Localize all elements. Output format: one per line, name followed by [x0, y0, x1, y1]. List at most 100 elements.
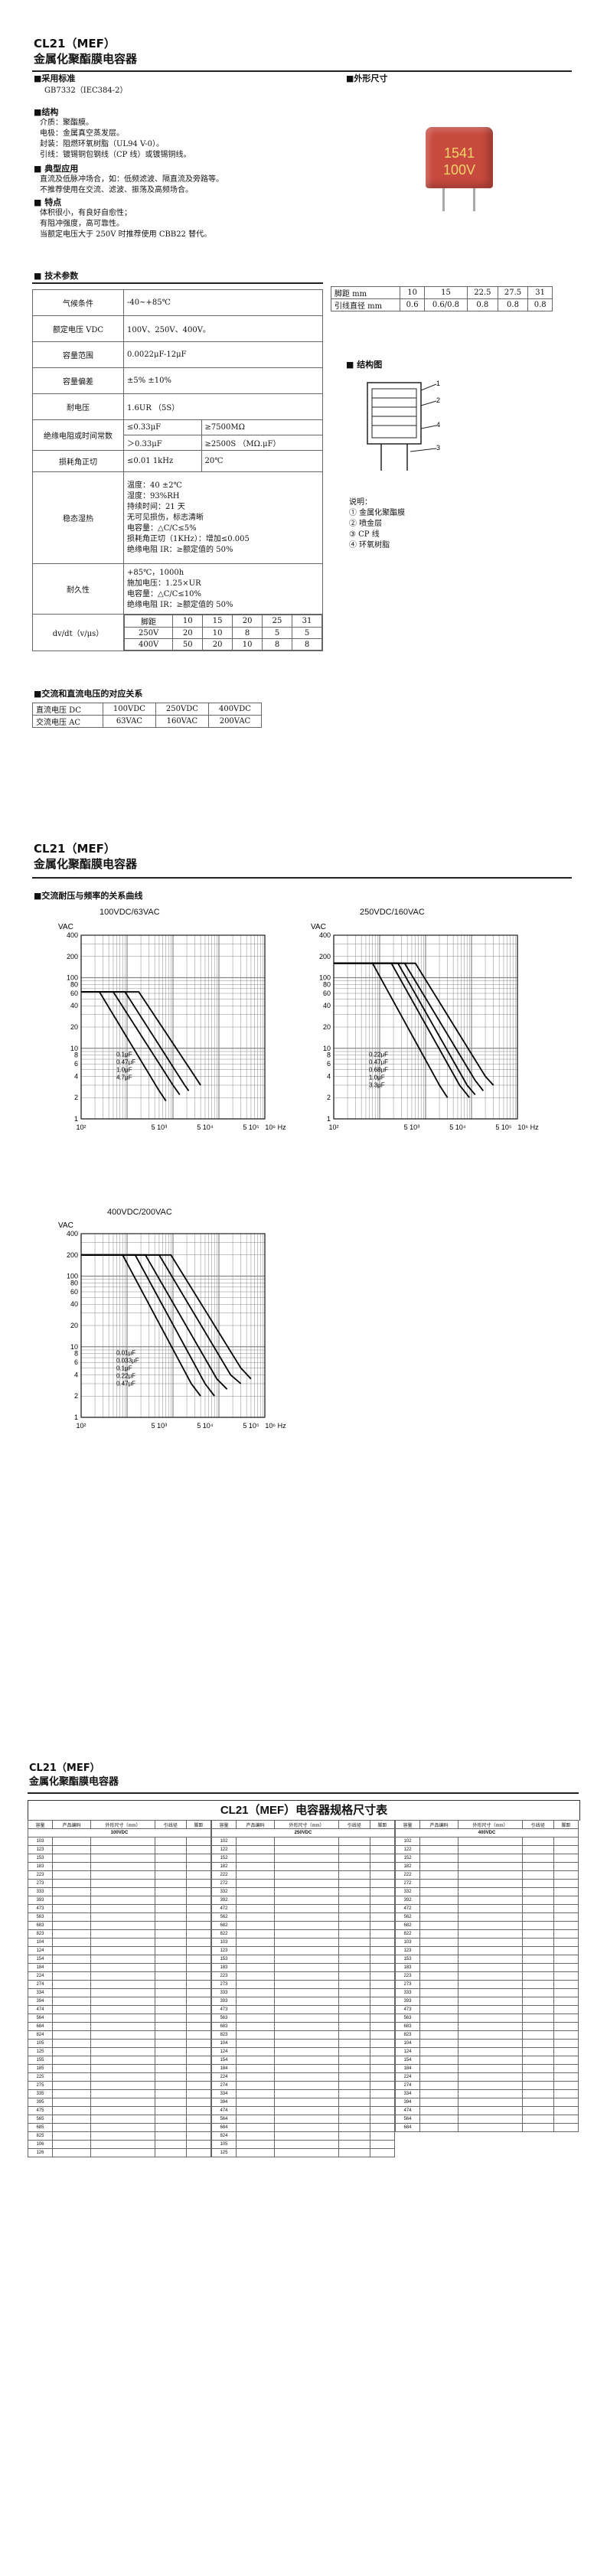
spec-cell: [90, 1879, 155, 1888]
x-tick-label: 10⁶ Hz: [517, 1123, 539, 1131]
spec-row: 105: [211, 2140, 396, 2149]
tech-label: dv/dt（v/μs）: [32, 614, 124, 651]
spec-header-cell: 引线径: [521, 1820, 554, 1829]
spec-cell: [185, 2140, 212, 2149]
spec-cell: [458, 2005, 523, 2014]
spec-row: 332: [395, 1887, 579, 1896]
spec-header-cell: 外形尺寸（mm）: [458, 1820, 523, 1829]
pitch-row: 引线直径 mm 0.6 0.6/0.8 0.8 0.8 0.8: [330, 298, 553, 311]
spec-cell: [521, 2123, 554, 2132]
spec-row: 103: [28, 1837, 212, 1846]
spec-group-label: 400VDC: [395, 1828, 579, 1837]
dvdt-cell: 8: [292, 638, 322, 651]
spec-cell: [419, 1963, 459, 1972]
x-tick-label: 5 10³: [152, 1422, 168, 1430]
spec-row: 335: [28, 2089, 212, 2098]
spec-cap-cell: 154: [211, 2056, 237, 2065]
spec-table-title: CL21（MEF）电容器规格尺寸表: [220, 1804, 388, 1817]
spec-subtable: 容量 产品编码 外形尺寸（mm） 引线径 脚距 100VDC 103 123 153 183 223…: [28, 1820, 212, 2157]
spec-row: 182: [211, 1862, 396, 1871]
spec-cell: [90, 2056, 155, 2065]
spec-row: 684: [395, 2123, 579, 2132]
y-tick-label: 40: [70, 1002, 78, 1009]
spec-row: 474: [28, 2005, 212, 2014]
y-tick-label: 20: [70, 1023, 78, 1031]
spec-cell: [521, 1946, 554, 1955]
spec-cell: [51, 2131, 92, 2141]
spec-row: 274: [211, 2081, 396, 2090]
spec-cap-cell: 272: [395, 1879, 420, 1888]
spec-row: 394: [28, 1997, 212, 2006]
spec-cell: [154, 2022, 187, 2031]
spec-cell: [553, 1854, 579, 1863]
spec-cap-cell: 333: [28, 1887, 53, 1896]
y-tick-label: 1: [74, 1414, 78, 1421]
page2-title-line1: CL21（MEF）: [34, 842, 116, 856]
spec-cell: [90, 2039, 155, 2048]
x-tick-label: 5 10³: [404, 1123, 420, 1131]
y-tick-label: 8: [74, 1052, 78, 1059]
y-tick-label: 4: [327, 1072, 331, 1080]
spec-row: 122: [395, 1845, 579, 1854]
spec-cell: [51, 2106, 92, 2115]
spec-cell: [90, 1912, 155, 1922]
spec-cap-cell: 183: [28, 1862, 53, 1871]
y-tick-label: 8: [327, 1052, 331, 1059]
spec-row: 822: [395, 1929, 579, 1939]
dvdt-cell: 15: [202, 615, 233, 628]
spec-cap-cell: 123: [211, 1946, 237, 1955]
spec-cell: [90, 2106, 155, 2115]
spec-cell: [369, 1837, 396, 1846]
spec-cell: [185, 1879, 212, 1888]
spec-cell: [521, 1904, 554, 1913]
y-tick-label: 10: [323, 1045, 331, 1052]
spec-cell: [338, 1963, 370, 1972]
spec-cell: [458, 2072, 523, 2082]
spec-cell: [458, 1971, 523, 1981]
spec-cell: [51, 1980, 92, 1989]
spec-cell: [521, 2030, 554, 2040]
spec-cell: [458, 1938, 523, 1947]
spec-cell: [521, 1887, 554, 1896]
page2-header-rule: [32, 877, 572, 879]
spec-cell: [274, 2005, 339, 2014]
y-tick-label: 8: [74, 1350, 78, 1358]
spec-group-label: 100VDC: [28, 1828, 211, 1837]
spec-row: 334: [28, 1988, 212, 1997]
y-axis-label: VAC: [58, 923, 73, 931]
spec-cell: [369, 1971, 396, 1981]
feature-line: 体积很小，有良好自愈性；: [40, 209, 132, 217]
spec-cap-cell: 683: [395, 2022, 420, 2031]
spec-cell: [235, 1912, 276, 1922]
spec-row: 683: [211, 2022, 396, 2031]
spec-header-cell: 引线径: [338, 1820, 370, 1829]
spec-cap-cell: 223: [211, 1971, 237, 1981]
spec-cell: [419, 2022, 459, 2031]
spec-cell: [369, 1854, 396, 1863]
spec-cell: [458, 2089, 523, 2098]
spec-cell: [154, 1854, 187, 1863]
y-tick-label: 400: [67, 1230, 78, 1237]
spec-row: 275: [28, 2081, 212, 2090]
spec-cap-cell: 125: [211, 2148, 237, 2157]
spec-cell: [154, 2106, 187, 2115]
spec-header-cell: 脚距: [369, 1820, 396, 1829]
spec-cell: [185, 1887, 212, 1896]
spec-cell: [458, 2047, 523, 2056]
spec-cell: [90, 1929, 155, 1939]
spec-cell: [90, 2081, 155, 2090]
y-tick-label: 200: [319, 953, 331, 960]
spec-row: 392: [211, 1896, 396, 1905]
spec-cell: [419, 2115, 459, 2124]
spec-cell: [338, 2123, 370, 2132]
spec-cell: [90, 1896, 155, 1905]
y-tick-label: 400: [319, 931, 331, 939]
spec-cell: [185, 2030, 212, 2040]
spec-cell: [338, 1997, 370, 2006]
spec-row: 155: [28, 2056, 212, 2065]
tech-heading: ■ 技术参数: [34, 271, 79, 281]
spec-cell: [338, 2140, 370, 2149]
spec-cap-cell: 155: [28, 2056, 53, 2065]
tech-value: ≤0.33μF: [123, 419, 202, 435]
spec-cell: [369, 2014, 396, 2023]
